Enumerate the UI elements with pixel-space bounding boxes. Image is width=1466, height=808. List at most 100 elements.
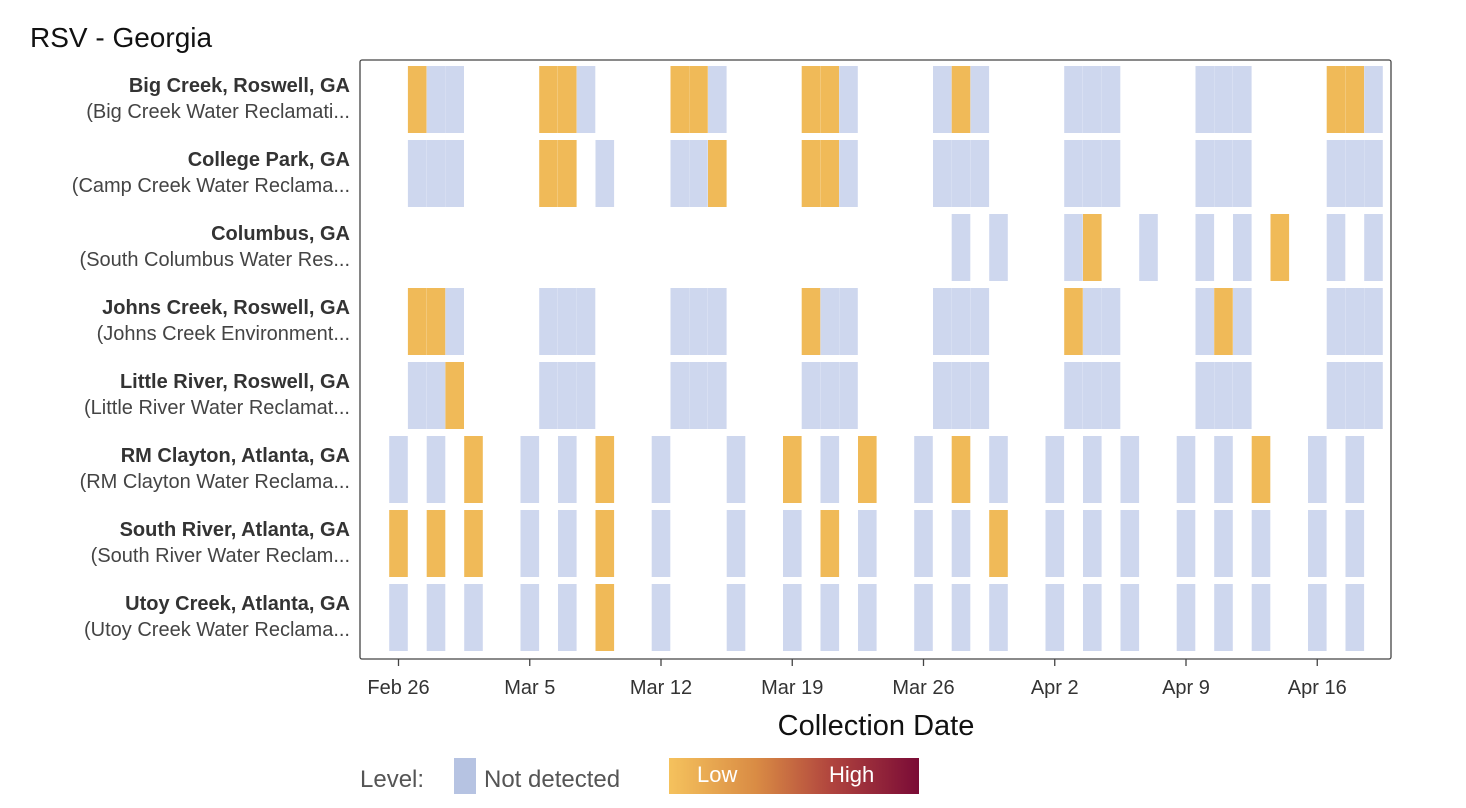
sample-bar[interactable] [1251, 436, 1271, 503]
sample-bar[interactable] [1214, 66, 1233, 133]
sample-bar[interactable] [951, 140, 971, 207]
sample-bar[interactable] [1120, 584, 1140, 651]
sample-bar[interactable] [933, 362, 952, 429]
sample-bar[interactable] [1083, 214, 1102, 281]
sample-bar[interactable] [708, 66, 727, 133]
sample-bar[interactable] [670, 140, 690, 207]
sample-bar[interactable] [1176, 584, 1196, 651]
sample-bar[interactable] [1083, 510, 1102, 577]
sample-bar[interactable] [951, 66, 971, 133]
sample-bar[interactable] [595, 140, 615, 207]
sample-bar[interactable] [820, 436, 840, 503]
sample-bar[interactable] [820, 140, 840, 207]
sample-bar[interactable] [689, 288, 708, 355]
sample-bar[interactable] [989, 584, 1008, 651]
sample-bar[interactable] [445, 288, 464, 355]
sample-bar[interactable] [951, 436, 971, 503]
sample-bar[interactable] [726, 436, 746, 503]
sample-bar[interactable] [1214, 288, 1233, 355]
sample-bar[interactable] [1308, 584, 1327, 651]
sample-bar[interactable] [389, 584, 408, 651]
sample-bar[interactable] [520, 510, 540, 577]
sample-bar[interactable] [651, 584, 671, 651]
sample-bar[interactable] [1364, 288, 1383, 355]
sample-bar[interactable] [558, 510, 577, 577]
sample-bar[interactable] [914, 584, 933, 651]
sample-bar[interactable] [1364, 140, 1383, 207]
sample-bar[interactable] [970, 362, 990, 429]
sample-bar[interactable] [426, 362, 446, 429]
sample-bar[interactable] [464, 584, 483, 651]
sample-bar[interactable] [970, 140, 990, 207]
sample-bar[interactable] [1139, 214, 1158, 281]
sample-bar[interactable] [464, 510, 483, 577]
sample-bar[interactable] [801, 362, 821, 429]
sample-bar[interactable] [989, 436, 1008, 503]
sample-bar[interactable] [1045, 436, 1065, 503]
sample-bar[interactable] [595, 584, 615, 651]
sample-bar[interactable] [426, 66, 446, 133]
sample-bar[interactable] [1195, 214, 1215, 281]
sample-bar[interactable] [801, 288, 821, 355]
sample-bar[interactable] [1233, 214, 1252, 281]
sample-bar[interactable] [820, 362, 840, 429]
sample-bar[interactable] [539, 288, 558, 355]
sample-bar[interactable] [689, 362, 708, 429]
sample-bar[interactable] [1326, 288, 1346, 355]
sample-bar[interactable] [858, 436, 877, 503]
sample-bar[interactable] [539, 140, 558, 207]
sample-bar[interactable] [1214, 510, 1233, 577]
sample-bar[interactable] [933, 140, 952, 207]
sample-bar[interactable] [1195, 288, 1215, 355]
sample-bar[interactable] [1345, 436, 1365, 503]
sample-bar[interactable] [933, 288, 952, 355]
sample-bar[interactable] [407, 66, 427, 133]
sample-bar[interactable] [1326, 140, 1346, 207]
sample-bar[interactable] [1214, 362, 1233, 429]
sample-bar[interactable] [839, 288, 858, 355]
sample-bar[interactable] [1345, 584, 1365, 651]
sample-bar[interactable] [1326, 362, 1346, 429]
sample-bar[interactable] [839, 66, 858, 133]
sample-bar[interactable] [820, 510, 840, 577]
sample-bar[interactable] [576, 288, 596, 355]
sample-bar[interactable] [1120, 510, 1140, 577]
sample-bar[interactable] [1251, 584, 1271, 651]
sample-bar[interactable] [595, 436, 615, 503]
sample-bar[interactable] [970, 66, 990, 133]
sample-bar[interactable] [951, 214, 971, 281]
sample-bar[interactable] [1083, 140, 1102, 207]
sample-bar[interactable] [576, 362, 596, 429]
sample-bar[interactable] [576, 66, 596, 133]
sample-bar[interactable] [651, 510, 671, 577]
sample-bar[interactable] [1364, 66, 1383, 133]
sample-bar[interactable] [670, 362, 690, 429]
sample-bar[interactable] [1064, 66, 1083, 133]
sample-bar[interactable] [801, 66, 821, 133]
sample-bar[interactable] [445, 362, 464, 429]
sample-bar[interactable] [1101, 66, 1121, 133]
sample-bar[interactable] [426, 510, 446, 577]
sample-bar[interactable] [558, 288, 577, 355]
sample-bar[interactable] [558, 584, 577, 651]
sample-bar[interactable] [1270, 214, 1290, 281]
sample-bar[interactable] [1083, 288, 1102, 355]
sample-bar[interactable] [1233, 362, 1252, 429]
sample-bar[interactable] [1345, 140, 1365, 207]
sample-bar[interactable] [1064, 288, 1083, 355]
sample-bar[interactable] [839, 362, 858, 429]
sample-bar[interactable] [670, 288, 690, 355]
sample-bar[interactable] [820, 66, 840, 133]
sample-bar[interactable] [1176, 510, 1196, 577]
sample-bar[interactable] [445, 66, 464, 133]
sample-bar[interactable] [1233, 66, 1252, 133]
sample-bar[interactable] [933, 66, 952, 133]
sample-bar[interactable] [1083, 362, 1102, 429]
sample-bar[interactable] [1308, 436, 1327, 503]
sample-bar[interactable] [1195, 140, 1215, 207]
sample-bar[interactable] [1064, 214, 1083, 281]
sample-bar[interactable] [445, 140, 464, 207]
sample-bar[interactable] [708, 362, 727, 429]
sample-bar[interactable] [989, 510, 1008, 577]
sample-bar[interactable] [426, 584, 446, 651]
